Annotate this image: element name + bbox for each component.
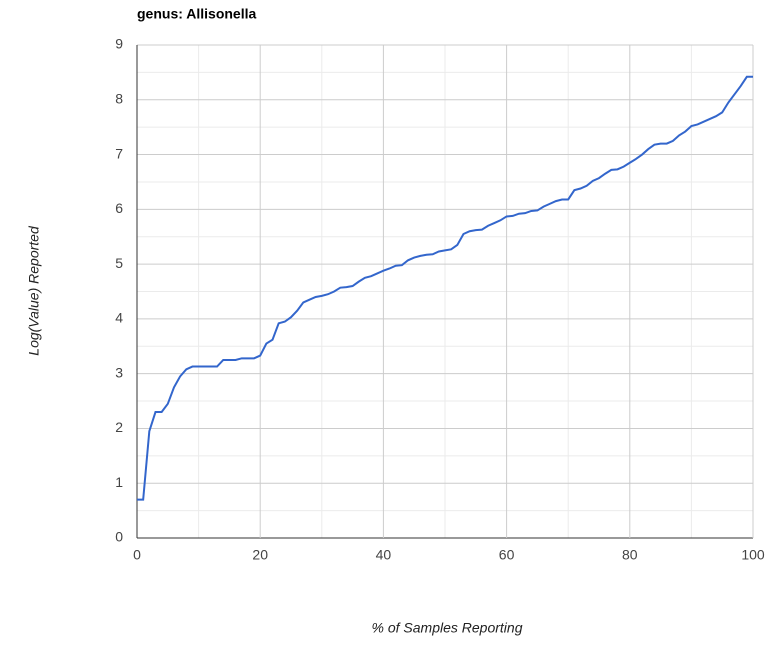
y-axis-label: Log(Value) Reported: [26, 225, 42, 356]
x-tick-label: 0: [133, 547, 141, 563]
chart-title: genus: Allisonella: [137, 6, 256, 22]
y-tick-label: 7: [115, 145, 123, 161]
y-tick-label: 0: [115, 529, 123, 545]
x-tick-label: 80: [622, 547, 638, 563]
y-tick-label: 1: [115, 474, 123, 490]
y-tick-label: 5: [115, 255, 123, 271]
y-tick-label: 8: [115, 90, 123, 106]
data-line: [137, 75, 753, 501]
y-tick-label: 3: [115, 364, 123, 380]
y-tick-label: 2: [115, 419, 123, 435]
y-tick-label: 4: [115, 310, 123, 326]
x-tick-label: 100: [741, 547, 765, 563]
x-tick-label: 40: [376, 547, 392, 563]
x-tick-label: 60: [499, 547, 515, 563]
x-axis-label: % of Samples Reporting: [372, 620, 523, 636]
y-tick-label: 6: [115, 200, 123, 216]
y-tick-label: 9: [115, 36, 123, 52]
x-tick-label: 20: [252, 547, 268, 563]
